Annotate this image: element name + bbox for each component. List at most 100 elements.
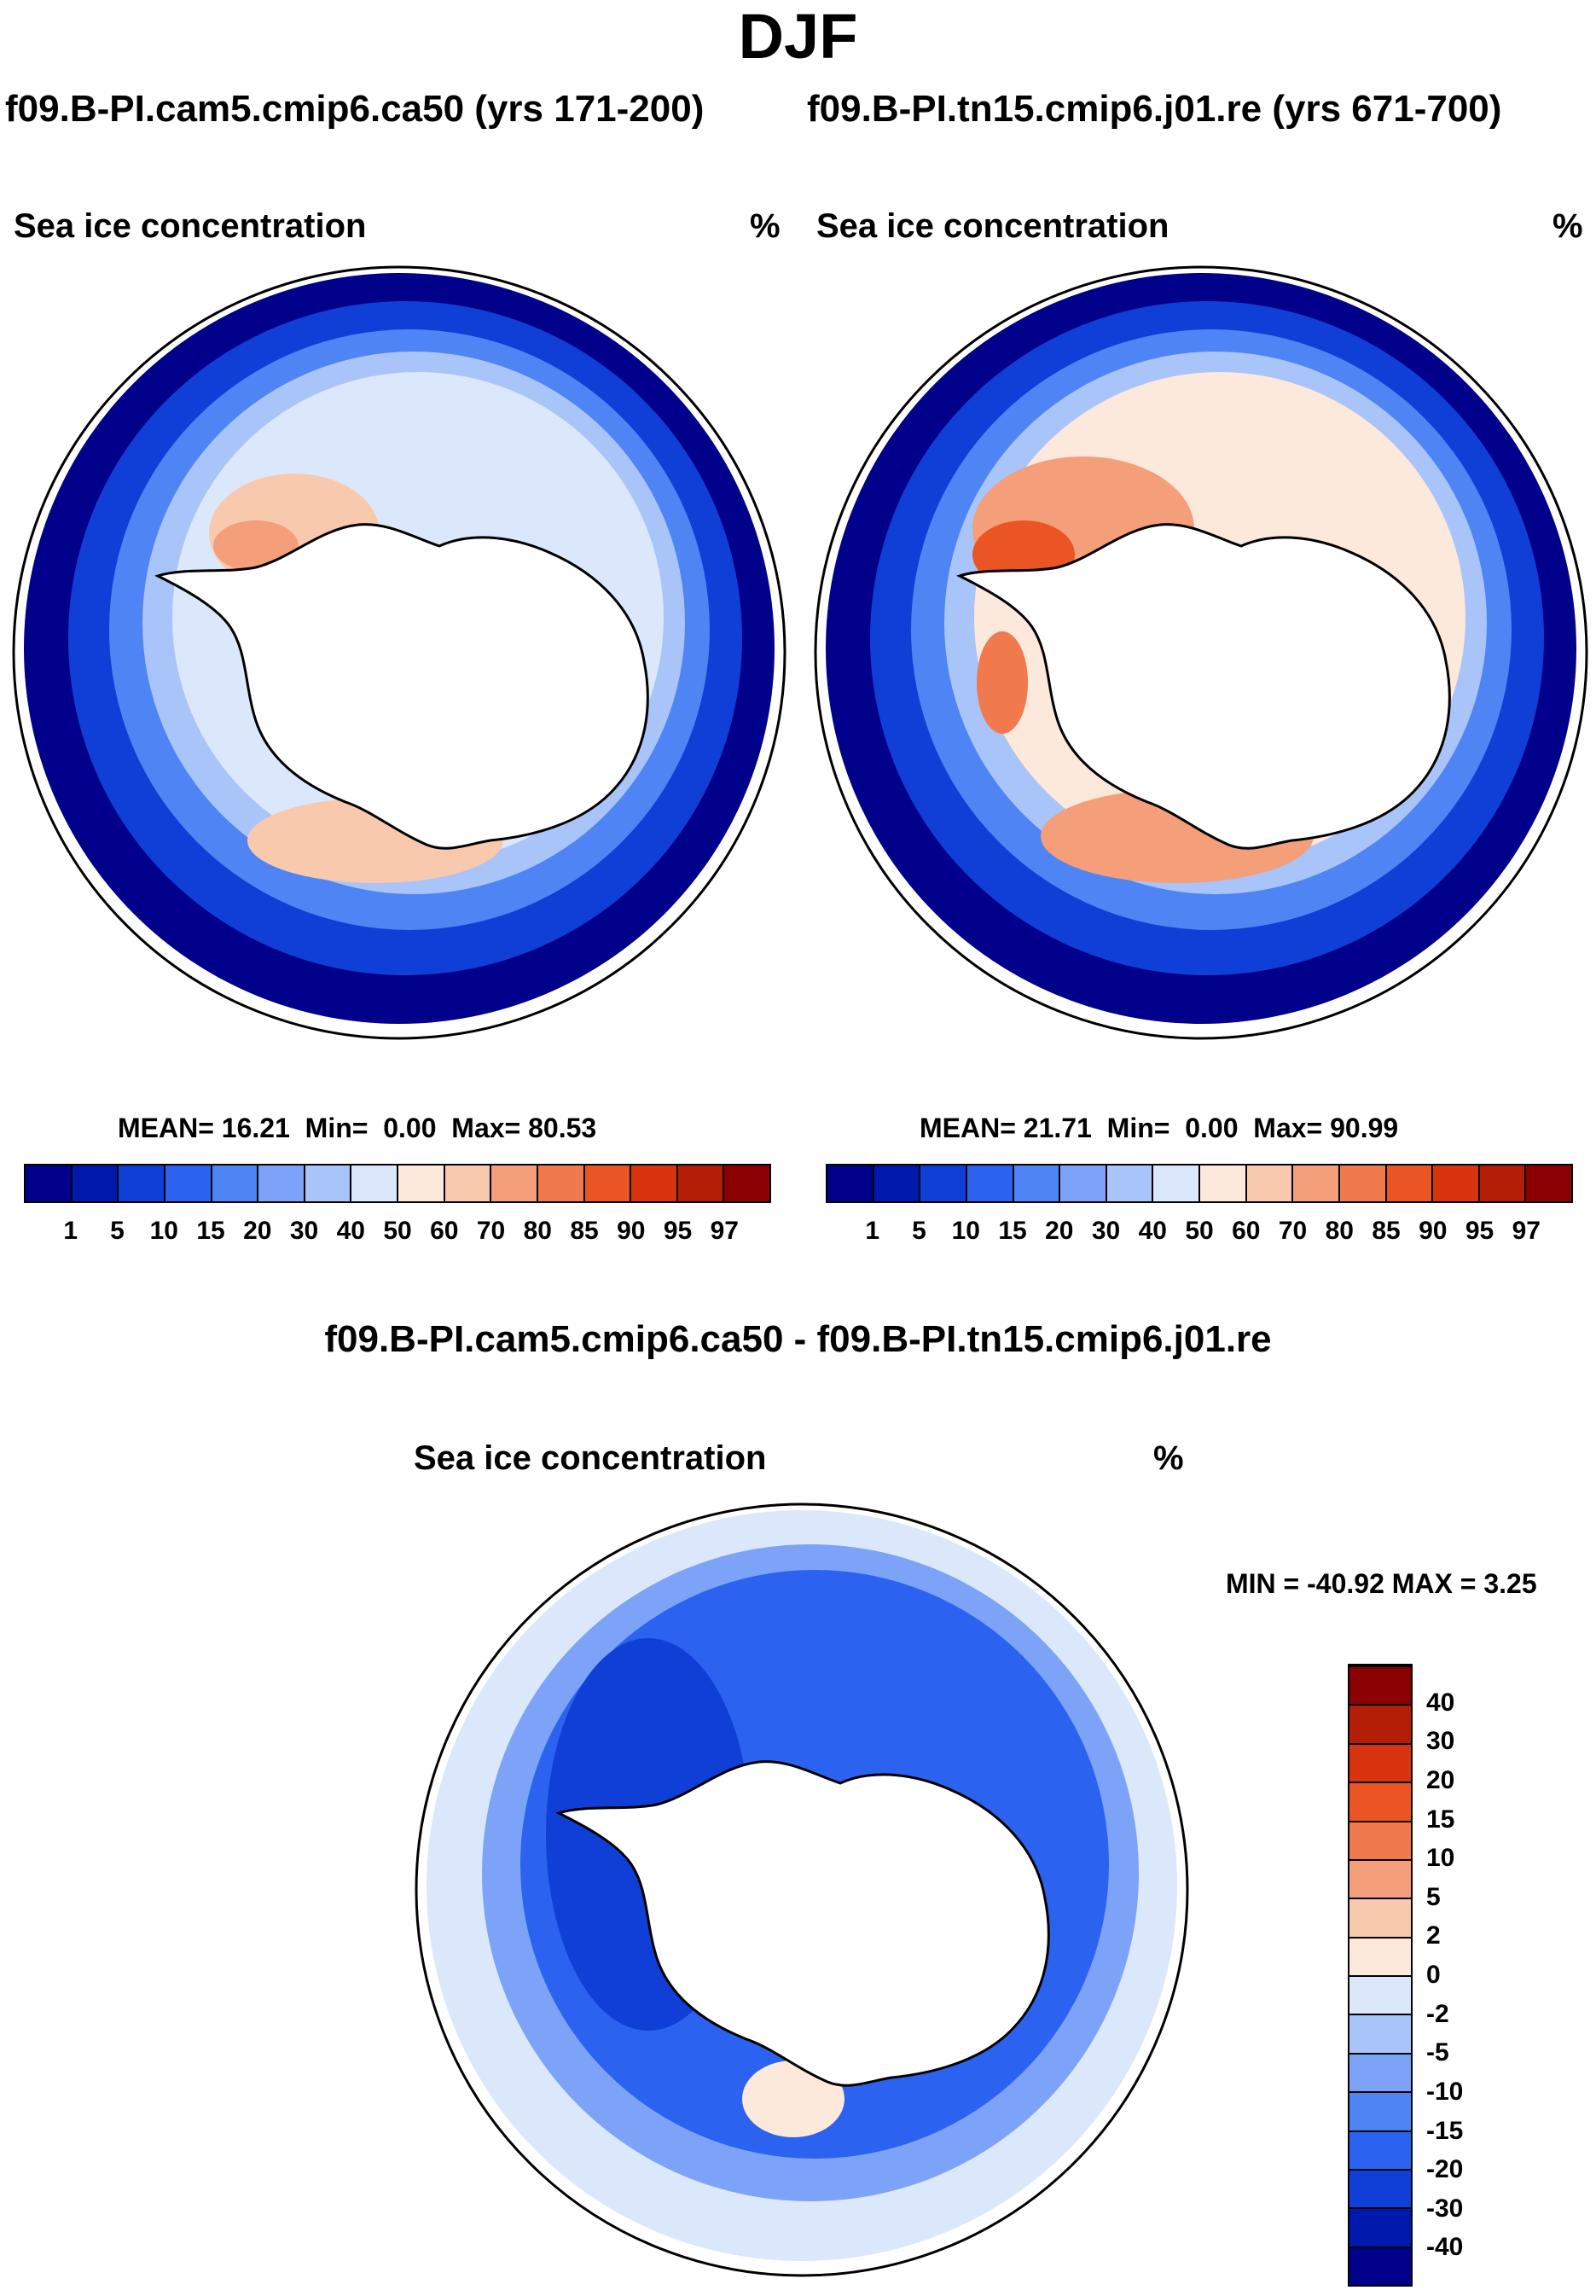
colorbar-diff bbox=[1348, 1664, 1413, 2287]
colorbar-tick-label: -20 bbox=[1426, 2155, 1464, 2184]
colorbar-swatch bbox=[827, 1165, 874, 1201]
panel2-max-label: Max= bbox=[1253, 1113, 1323, 1143]
map-diff bbox=[416, 1504, 1187, 2276]
colorbar-swatch bbox=[1349, 1898, 1411, 1937]
colorbar-tick-label: 80 bbox=[1325, 1217, 1354, 1245]
colorbar-swatch bbox=[1013, 1165, 1061, 1201]
colorbar-tick-label: 0 bbox=[1426, 1961, 1441, 1989]
colorbar-swatch bbox=[920, 1165, 967, 1201]
colorbar-swatch bbox=[1349, 2052, 1411, 2092]
colorbar-swatch bbox=[1479, 1165, 1527, 1201]
panel1-mean-value: 16.21 bbox=[221, 1113, 290, 1143]
map-diff-border bbox=[415, 1503, 1189, 2277]
colorbar-swatch bbox=[1293, 1165, 1340, 1201]
colorbar-tick-label: 15 bbox=[196, 1217, 225, 1245]
panel1-mean-label: MEAN= bbox=[118, 1113, 214, 1143]
colorbar-tick-label: 10 bbox=[1426, 1844, 1455, 1873]
colorbar-tick-label: 5 bbox=[110, 1217, 125, 1245]
colorbar-tick-label: 70 bbox=[1278, 1217, 1308, 1245]
colorbar-swatch bbox=[724, 1165, 769, 1201]
case-title-left: f09.B-PI.cam5.cmip6.ca50 (yrs 171-200) bbox=[5, 88, 705, 130]
colorbar-swatch bbox=[1349, 2246, 1411, 2285]
panel2-max-value: 90.99 bbox=[1330, 1113, 1399, 1143]
colorbar-swatch bbox=[631, 1165, 678, 1201]
colorbar-tick-label: 20 bbox=[1426, 1765, 1455, 1794]
colorbar-tick-label: 15 bbox=[998, 1217, 1027, 1245]
map-left bbox=[14, 267, 785, 1038]
colorbar-tick-label: 1 bbox=[865, 1217, 880, 1245]
panel1-min-label: Min= bbox=[305, 1113, 369, 1143]
colorbar-swatch bbox=[1153, 1165, 1200, 1201]
panel2-min-value: 0.00 bbox=[1185, 1113, 1239, 1143]
colorbar-tick-label: 50 bbox=[383, 1217, 412, 1245]
colorbar-swatch bbox=[491, 1165, 538, 1201]
colorbar-tick-label: -5 bbox=[1426, 2038, 1449, 2067]
colorbar-tick-label: 95 bbox=[1465, 1217, 1494, 1245]
map-left-border bbox=[12, 265, 786, 1040]
colorbar-swatch bbox=[258, 1165, 305, 1201]
colorbar-swatch bbox=[1349, 2130, 1411, 2169]
colorbar-tick-label: 15 bbox=[1426, 1805, 1455, 1834]
colorbar-tick-label: 10 bbox=[951, 1217, 980, 1245]
colorbar-swatch bbox=[1106, 1165, 1154, 1201]
colorbar-swatch bbox=[1349, 2207, 1411, 2247]
colorbar-tick-label: 85 bbox=[1372, 1217, 1401, 1245]
panel1-units-label: % bbox=[750, 207, 781, 245]
colorbar-tick-label: 95 bbox=[663, 1217, 693, 1245]
colorbar-swatch bbox=[584, 1165, 632, 1201]
colorbar-swatch bbox=[305, 1165, 352, 1201]
panel2-min-label: Min= bbox=[1106, 1113, 1170, 1143]
panel2-units-label: % bbox=[1552, 207, 1583, 245]
colorbar-swatch bbox=[444, 1165, 492, 1201]
panel1-variable-label: Sea ice concentration bbox=[14, 207, 367, 245]
colorbar-swatch bbox=[1349, 1936, 1411, 1975]
colorbar-swatch bbox=[873, 1165, 921, 1201]
colorbar-swatch bbox=[1349, 1858, 1411, 1898]
colorbar-tick-label: -2 bbox=[1426, 1999, 1449, 2028]
colorbar-swatch bbox=[212, 1165, 259, 1201]
colorbar-swatch bbox=[1349, 1704, 1411, 1743]
colorbar-tick-label: 1 bbox=[63, 1217, 78, 1245]
colorbar-tick-label: -30 bbox=[1426, 2194, 1464, 2223]
diff-units-label: % bbox=[1153, 1439, 1184, 1477]
panel1-stats: MEAN= 16.21 Min= 0.00 Max= 80.53 bbox=[118, 1113, 596, 1144]
colorbar-tick-label: 40 bbox=[1138, 1217, 1167, 1245]
colorbar-tick-label: -40 bbox=[1426, 2233, 1464, 2262]
colorbar-tick-label: 60 bbox=[1232, 1217, 1261, 1245]
colorbar-tick-label: 97 bbox=[710, 1217, 739, 1245]
diff-variable-label: Sea ice concentration bbox=[414, 1439, 767, 1477]
colorbar-tick-label: 40 bbox=[336, 1217, 365, 1245]
colorbar-tick-label: -15 bbox=[1426, 2116, 1464, 2145]
colorbar-tick-label: 20 bbox=[1045, 1217, 1074, 1245]
colorbar-tick-label: 5 bbox=[912, 1217, 926, 1245]
colorbar-swatch bbox=[351, 1165, 398, 1201]
colorbar-swatch bbox=[1433, 1165, 1480, 1201]
colorbar-tick-label: 70 bbox=[476, 1217, 506, 1245]
colorbar-left bbox=[24, 1164, 771, 1203]
colorbar-tick-label: 40 bbox=[1426, 1688, 1455, 1717]
colorbar-swatch bbox=[1349, 1742, 1411, 1782]
colorbar-swatch bbox=[1349, 2091, 1411, 2130]
panel2-variable-label: Sea ice concentration bbox=[816, 207, 1169, 245]
colorbar-swatch bbox=[165, 1165, 212, 1201]
colorbar-tick-label: -10 bbox=[1426, 2077, 1464, 2106]
colorbar-swatch bbox=[1526, 1165, 1571, 1201]
colorbar-tick-label: 85 bbox=[570, 1217, 599, 1245]
colorbar-swatch bbox=[1339, 1165, 1387, 1201]
map-right bbox=[815, 267, 1587, 1038]
colorbar-swatch bbox=[677, 1165, 725, 1201]
colorbar-tick-label: 90 bbox=[617, 1217, 646, 1245]
colorbar-tick-label: 30 bbox=[1426, 1727, 1455, 1756]
panel1-max-label: Max= bbox=[451, 1113, 521, 1143]
colorbar-swatch bbox=[119, 1165, 165, 1201]
panel1-min-value: 0.00 bbox=[383, 1113, 437, 1143]
panel1-max-value: 80.53 bbox=[528, 1113, 597, 1143]
colorbar-tick-label: 97 bbox=[1512, 1217, 1541, 1245]
colorbar-swatch bbox=[1246, 1165, 1294, 1201]
colorbar-tick-label: 10 bbox=[149, 1217, 178, 1245]
colorbar-tick-label: 80 bbox=[523, 1217, 552, 1245]
diff-minmax: MIN = -40.92 MAX = 3.25 bbox=[1226, 1568, 1537, 1599]
colorbar-swatch bbox=[398, 1165, 445, 1201]
main-title: DJF bbox=[738, 1, 858, 72]
